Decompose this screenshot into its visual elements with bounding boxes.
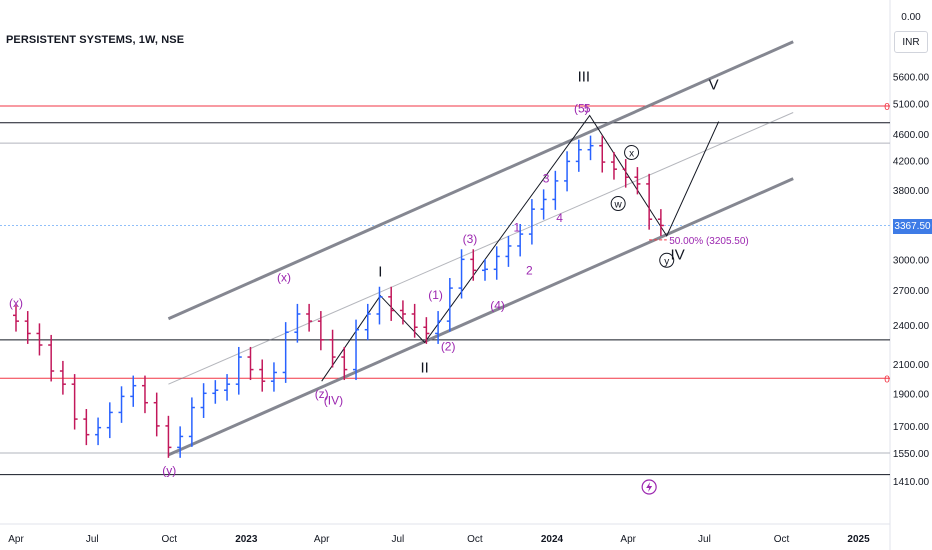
- wave-circle: [659, 252, 675, 268]
- y-tick-label: 5600.00: [893, 72, 930, 83]
- wave-label: (x): [9, 296, 23, 310]
- level-zero-label: 0: [884, 102, 890, 113]
- x-tick-label: Oct: [161, 534, 177, 545]
- wave-label: w: [614, 200, 623, 211]
- x-tick-label: Apr: [620, 534, 636, 545]
- x-tick-label: 2025: [847, 534, 870, 545]
- wave-label: 1: [513, 220, 520, 234]
- channel-line[interactable]: [167, 40, 794, 321]
- x-tick-label: 2024: [541, 534, 564, 545]
- lightning-icon-glyph: [646, 482, 653, 492]
- fib-label: 50.00% (3205.50): [669, 236, 749, 247]
- channel-line[interactable]: [167, 177, 794, 457]
- y-tick-label: 4200.00: [893, 157, 930, 168]
- wave-label: (y): [162, 464, 176, 478]
- lightning-icon[interactable]: [641, 479, 657, 495]
- wave-circle: [610, 196, 626, 212]
- y-tick-label: 4600.00: [893, 130, 930, 141]
- level-zero-label: 0: [884, 374, 890, 385]
- x-tick-label: Apr: [8, 534, 24, 545]
- wave-label: III: [578, 69, 591, 86]
- wave-label: (2): [441, 339, 456, 353]
- symbol-title: PERSISTENT SYSTEMS, 1W, NSE: [6, 34, 185, 46]
- wave-label: (x): [277, 271, 291, 285]
- y-tick-label: 2100.00: [893, 360, 930, 371]
- wave-label: 4: [556, 211, 563, 225]
- y-tick-label: 1410.00: [893, 477, 930, 488]
- x-tick-label: Oct: [467, 534, 483, 545]
- wave-label: (4): [490, 298, 505, 312]
- x-tick-label: Apr: [314, 534, 330, 545]
- wave-label: 2: [526, 263, 533, 277]
- wave-label: 5: [584, 101, 591, 115]
- wave-label: IV: [671, 246, 685, 263]
- wave-label: (3): [463, 232, 478, 246]
- y-tick-label: 2400.00: [893, 321, 930, 332]
- wave-circle: [624, 145, 640, 161]
- wave-label: 3: [543, 171, 550, 185]
- wave-label: V: [709, 77, 719, 94]
- wave-label: (z): [315, 387, 329, 401]
- wave-label: II: [421, 359, 429, 376]
- y-tick-label: 1550.00: [893, 449, 930, 460]
- y-tick-label: 5100.00: [893, 100, 930, 111]
- wave-label: (5): [574, 101, 589, 115]
- x-tick-label: 2023: [235, 534, 258, 545]
- currency-button[interactable]: INR: [894, 31, 928, 53]
- price-axis-top-value: 0.00: [901, 12, 921, 23]
- channel-line[interactable]: [168, 112, 794, 385]
- wave-label: y: [664, 256, 669, 267]
- x-tick-label: Jul: [86, 534, 99, 545]
- x-tick-label: Jul: [392, 534, 405, 545]
- y-tick-label: 3800.00: [893, 186, 930, 197]
- y-tick-label: 3000.00: [893, 255, 930, 266]
- last-price-tag: 3367.50: [893, 219, 932, 234]
- y-tick-label: 2700.00: [893, 286, 930, 297]
- x-tick-label: Oct: [774, 534, 790, 545]
- wave-label: (1): [428, 288, 443, 302]
- wave-path[interactable]: [321, 114, 720, 382]
- wave-label: (IV): [324, 393, 343, 407]
- y-tick-label: 1700.00: [893, 422, 930, 433]
- x-tick-label: Jul: [698, 534, 711, 545]
- wave-label: x: [629, 149, 634, 160]
- y-tick-label: 1900.00: [893, 389, 930, 400]
- wave-label: I: [378, 263, 382, 280]
